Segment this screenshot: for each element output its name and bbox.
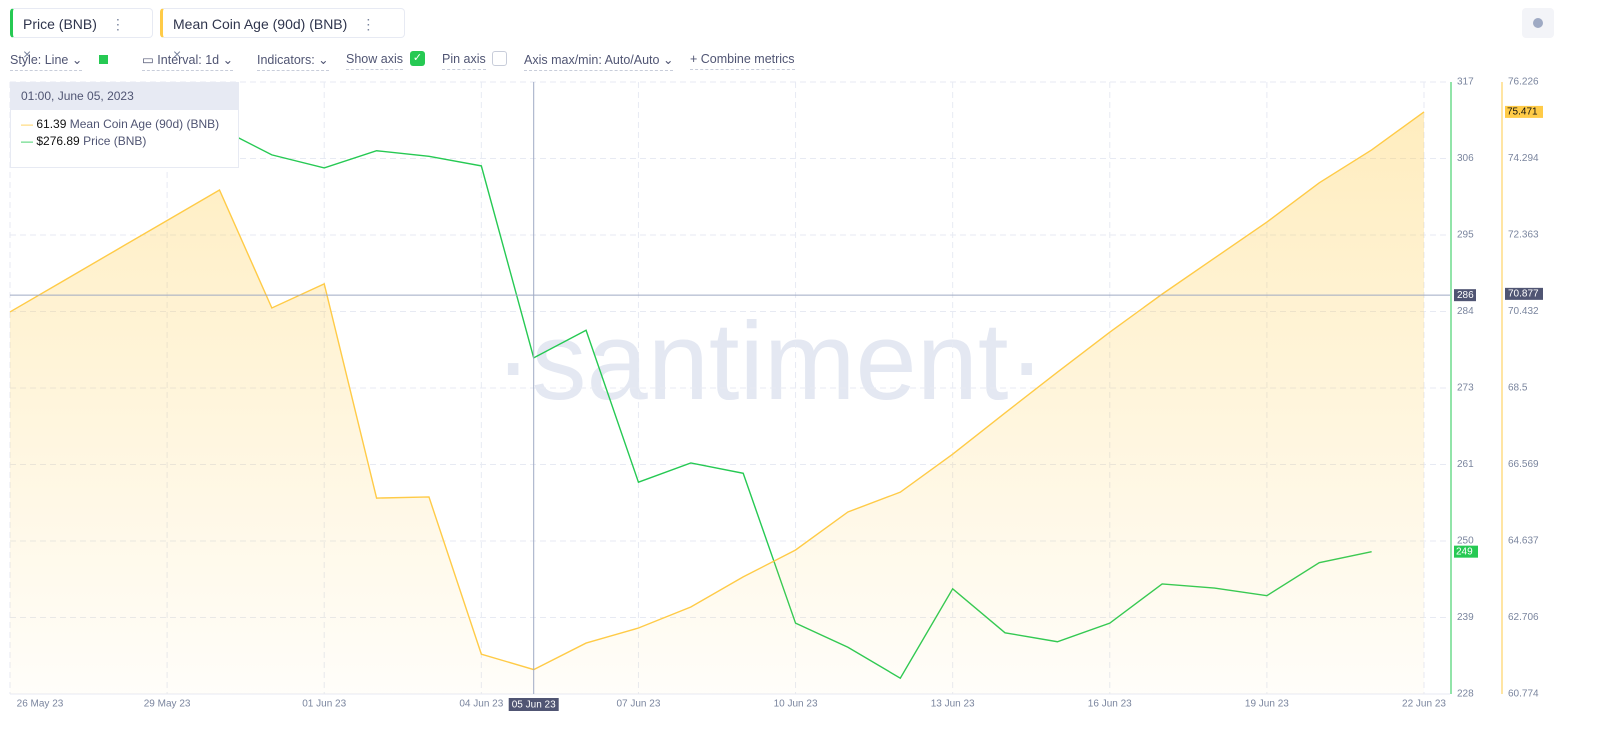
tooltip-name: Mean Coin Age (90d) (BNB) bbox=[69, 117, 220, 131]
line bbox=[9, 111, 1425, 671]
show-axis[interactable]: Show axis bbox=[346, 52, 403, 70]
y-tick-label: 228 bbox=[1457, 689, 1474, 700]
watermark: ·santiment· bbox=[495, 300, 1045, 423]
x-tick-label: 26 May 23 bbox=[17, 699, 64, 710]
axis-select[interactable]: Axis max/min: Auto/Auto ⌄ bbox=[524, 52, 674, 71]
last-value-label: 249 bbox=[1456, 546, 1473, 557]
checkbox[interactable] bbox=[492, 51, 507, 66]
y-tick-label: 306 bbox=[1457, 153, 1474, 164]
x-tick-label: 13 Jun 23 bbox=[931, 699, 975, 710]
x-tick-label: 07 Jun 23 bbox=[616, 699, 660, 710]
crosshair-badge bbox=[1505, 287, 1543, 300]
crosshair-badge bbox=[508, 698, 559, 711]
last-value-badge bbox=[1454, 545, 1478, 558]
tooltip-value: $276.89 bbox=[36, 134, 80, 148]
y2-tick-label: 72.363 bbox=[1508, 230, 1539, 241]
label: Interval: 1d bbox=[157, 53, 220, 67]
tooltip-row: — $276.89 Price (BNB) bbox=[21, 134, 147, 148]
y-tick-label: 261 bbox=[1457, 459, 1474, 470]
y2-tick-label: 70.432 bbox=[1508, 306, 1539, 317]
tab[interactable]: Mean Coin Age (90d) (BNB) ⋮ × bbox=[160, 8, 405, 62]
x-tick-label: 22 Jun 23 bbox=[1402, 699, 1446, 710]
x-tick-label: 29 May 23 bbox=[144, 699, 191, 710]
y-tick-label: 273 bbox=[1457, 383, 1474, 394]
checkbox[interactable]: ✓ bbox=[410, 51, 425, 66]
y2-tick-label: 64.637 bbox=[1508, 536, 1539, 547]
y2-tick-label: 68.5 bbox=[1508, 383, 1528, 394]
label: Indicators: bbox=[257, 53, 315, 67]
crosshair-badge bbox=[1454, 289, 1476, 302]
label: Show axis bbox=[346, 52, 403, 66]
last-value-badge bbox=[1505, 105, 1543, 118]
label: Style: Line bbox=[10, 53, 69, 67]
crosshair-y2-label: 70.877 bbox=[1508, 288, 1539, 299]
tooltip-row: — 61.39 Mean Coin Age (90d) (BNB) bbox=[21, 117, 220, 131]
crosshair-x-label: 05 Jun 23 bbox=[512, 700, 556, 711]
x-tick-label: 10 Jun 23 bbox=[774, 699, 818, 710]
label: Combine metrics bbox=[700, 52, 795, 66]
tooltip-name: Price (BNB) bbox=[83, 134, 147, 148]
tab-label: Mean Coin Age (90d) (BNB) bbox=[173, 16, 348, 32]
settings-button[interactable] bbox=[1522, 8, 1554, 38]
y2-tick-label: 76.226 bbox=[1508, 77, 1539, 88]
label: Pin axis bbox=[442, 52, 486, 66]
label: Axis max/min: Auto/Auto bbox=[524, 53, 660, 67]
x-tick-label: 16 Jun 23 bbox=[1088, 699, 1132, 710]
y-tick-label: 295 bbox=[1457, 230, 1474, 241]
tab-label: Price (BNB) bbox=[23, 16, 97, 32]
x-tick-label: 01 Jun 23 bbox=[302, 699, 346, 710]
y-tick-label: 317 bbox=[1457, 77, 1474, 88]
interval-select[interactable]: ▭ Interval: 1d ⌄ bbox=[142, 52, 234, 71]
y-tick-label: 284 bbox=[1457, 306, 1474, 317]
tooltip-title: 01:00, June 05, 2023 bbox=[11, 83, 238, 110]
tooltip-value: 61.39 bbox=[36, 117, 67, 131]
pin-axis[interactable]: Pin axis bbox=[442, 52, 486, 70]
y-tick-label: 239 bbox=[1457, 612, 1474, 623]
x-tick-label: 19 Jun 23 bbox=[1245, 699, 1289, 710]
area bbox=[10, 111, 1424, 694]
indicators-select[interactable]: Indicators: ⌄ bbox=[257, 52, 329, 71]
color-picker[interactable] bbox=[99, 55, 108, 64]
tab-menu[interactable]: ⋮ × bbox=[23, 16, 133, 62]
tab-menu[interactable]: ⋮ × bbox=[173, 16, 384, 62]
tooltip: 01:00, June 05, 2023 — 61.39 Mean Coin A… bbox=[10, 82, 239, 168]
y2-tick-label: 60.774 bbox=[1508, 689, 1539, 700]
combine-metrics[interactable]: + Combine metrics bbox=[690, 52, 795, 70]
style-select[interactable]: Style: Line ⌄ bbox=[10, 52, 83, 71]
last-value-label: 75.471 bbox=[1507, 107, 1538, 118]
y2-tick-label: 66.569 bbox=[1508, 459, 1539, 470]
tab[interactable]: Price (BNB) ⋮ × bbox=[10, 8, 153, 62]
y2-tick-label: 62.706 bbox=[1508, 612, 1539, 623]
y-tick-label: 250 bbox=[1457, 536, 1474, 547]
crosshair-y-label: 286 bbox=[1457, 290, 1474, 301]
y2-tick-label: 74.294 bbox=[1508, 153, 1539, 164]
x-tick-label: 04 Jun 23 bbox=[459, 699, 503, 710]
